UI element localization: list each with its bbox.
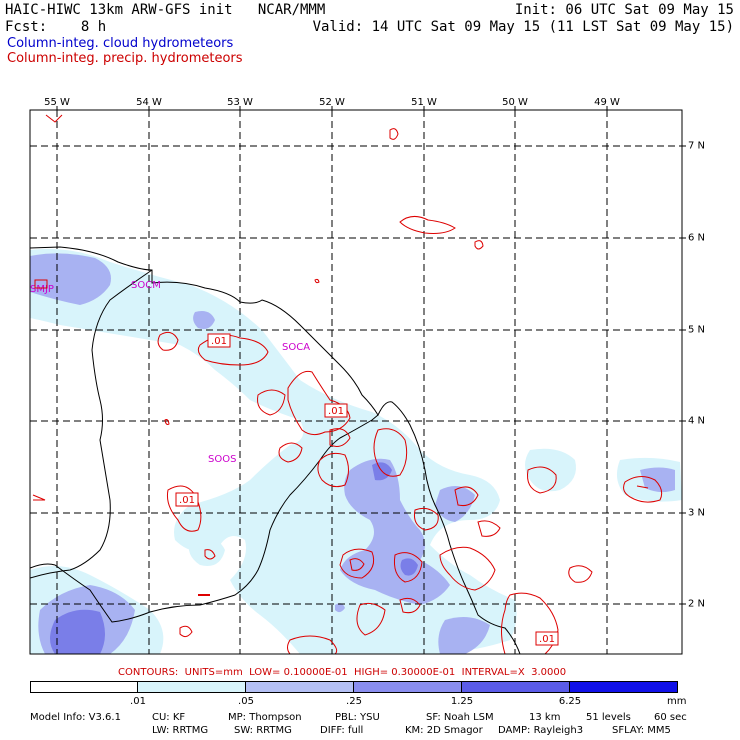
model-mp: MP: Thompson xyxy=(228,712,302,723)
lat-label: 7 N xyxy=(688,140,706,152)
station-label: SOOS xyxy=(208,454,236,465)
map-frame xyxy=(29,109,683,655)
station-label: SOCM xyxy=(131,280,161,291)
model-lw: LW: RRTMG xyxy=(152,725,209,736)
precip-contours xyxy=(32,114,663,654)
lat-lon-grid xyxy=(30,110,682,654)
model-sw: SW: RRTMG xyxy=(234,725,292,736)
lat-label: 5 N xyxy=(688,324,706,336)
lon-label: 51 W xyxy=(411,97,437,108)
color-bar-label: .01 xyxy=(130,696,146,707)
lon-label: 50 W xyxy=(502,97,528,108)
color-bar-segment xyxy=(570,682,677,692)
color-bar-segment xyxy=(138,682,246,692)
model-damp: DAMP: Rayleigh3 xyxy=(498,725,584,736)
contours-note: CONTOURS: UNITS=mm LOW= 0.10000E-01 HIGH… xyxy=(118,667,567,678)
contour-label: .01 xyxy=(328,406,344,417)
cloud-shading-dark xyxy=(50,462,418,654)
contour-label: .01 xyxy=(179,495,195,506)
lon-label: 55 W xyxy=(44,97,70,108)
lon-label: 54 W xyxy=(136,97,162,108)
color-bar-label: 1.25 xyxy=(450,696,474,707)
forecast-hour: Fcst: 8 h xyxy=(5,19,107,35)
color-bar-label: 6.25 xyxy=(558,696,582,707)
model-version: Model Info: V3.6.1 xyxy=(30,712,121,723)
lat-label: 6 N xyxy=(688,232,706,244)
model-levels: 51 levels xyxy=(586,712,631,723)
init-time: Init: 06 UTC Sat 09 May 15 xyxy=(514,2,734,18)
model-km: KM: 2D Smagor xyxy=(405,725,483,736)
legend-cloud: Column-integ. cloud hydrometeors xyxy=(7,36,234,51)
cloud-shading-light xyxy=(30,248,682,654)
model-sflay: SFLAY: MM5 xyxy=(612,725,671,736)
model-pbl: PBL: YSU xyxy=(335,712,380,723)
color-bar-segment xyxy=(31,682,138,692)
contour-label: .01 xyxy=(539,634,555,645)
color-bar xyxy=(30,681,678,693)
color-bar-segment xyxy=(462,682,570,692)
model-cu: CU: KF xyxy=(152,712,186,723)
color-bar-label: .05 xyxy=(238,696,254,707)
lon-label: 53 W xyxy=(227,97,253,108)
model-diff: DIFF: full xyxy=(320,725,364,736)
lat-label: 2 N xyxy=(688,598,706,610)
station-labels: SMJP SOCM SOCA SOOS xyxy=(30,279,310,465)
color-bar-label: .25 xyxy=(346,696,362,707)
model-resolution: 13 km xyxy=(529,712,561,723)
model-sf: SF: Noah LSM xyxy=(426,712,494,723)
lon-label: 52 W xyxy=(319,97,345,108)
lat-ticks xyxy=(682,145,686,605)
lat-label: 4 N xyxy=(688,415,706,427)
station-label: SOCA xyxy=(282,342,310,353)
legend-precip: Column-integ. precip. hydrometeors xyxy=(7,51,243,66)
contour-label: .01 xyxy=(211,336,227,347)
color-bar-units: mm xyxy=(667,696,687,707)
color-bar-segment xyxy=(354,682,462,692)
lat-label: 3 N xyxy=(688,507,706,519)
lon-label: 49 W xyxy=(594,97,620,108)
plot-title: HAIC-HIWC 13km ARW-GFS init NCAR/MMM xyxy=(5,2,326,18)
valid-time: Valid: 14 UTC Sat 09 May 15 (11 LST Sat … xyxy=(312,19,734,35)
station-label: SMJP xyxy=(30,284,54,295)
lon-ticks xyxy=(56,106,608,110)
color-bar-segment xyxy=(246,682,354,692)
contour-label-group: .01 .01 .01 .01 xyxy=(175,333,559,646)
model-timestep: 60 sec xyxy=(654,712,687,723)
